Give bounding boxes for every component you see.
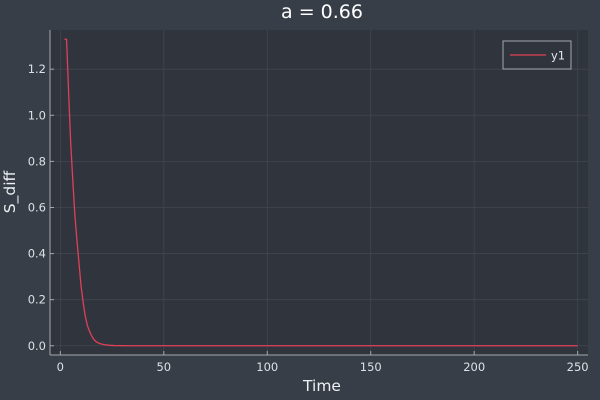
chart-title: a = 0.66 xyxy=(281,1,363,23)
y-tick-label: 0.8 xyxy=(28,154,46,168)
y-tick-label: 0.6 xyxy=(28,200,46,214)
legend: y1 xyxy=(502,40,572,70)
x-tick-label: 100 xyxy=(256,360,278,374)
plot-area xyxy=(50,30,588,355)
y-tick-label: 0.4 xyxy=(28,247,46,261)
y-tick-label: 0.0 xyxy=(28,339,46,353)
x-tick-label: 250 xyxy=(567,360,589,374)
y-tick-label: 0.2 xyxy=(28,293,46,307)
x-tick-label: 0 xyxy=(57,360,64,374)
series-line-y1 xyxy=(64,38,578,347)
x-tick-label: 200 xyxy=(463,360,485,374)
y-tick-label: 1.2 xyxy=(28,62,46,76)
series-layer xyxy=(64,38,578,347)
x-axis-title: Time xyxy=(302,377,341,395)
x-tick-label: 150 xyxy=(360,360,382,374)
y-axis-title: S_diff xyxy=(1,170,20,213)
legend-label-y1: y1 xyxy=(551,49,565,63)
axis-layer: 0 50 100 150 200 250 0.0 0.2 0.4 0.6 0.8 1.0 1.2 xyxy=(28,30,589,374)
y-tick-label: 1.0 xyxy=(28,108,46,122)
x-tick-label: 50 xyxy=(156,360,171,374)
